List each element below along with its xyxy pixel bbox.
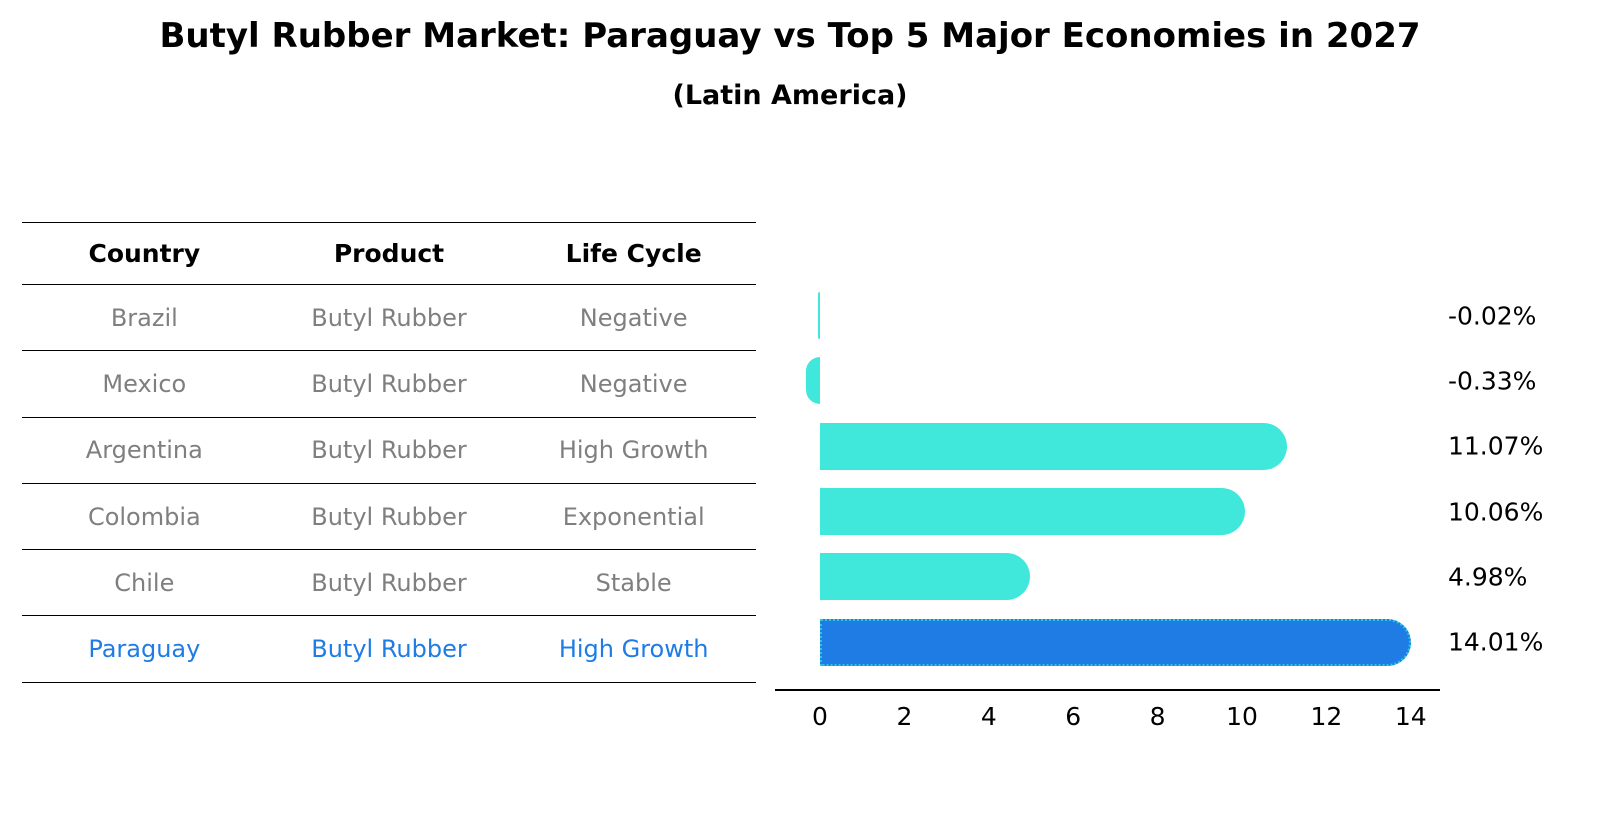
bar-mexico <box>806 357 820 405</box>
x-axis-tick-label: 4 <box>980 702 997 731</box>
bar-brazil <box>818 292 820 340</box>
x-axis-tick-label: 10 <box>1226 702 1258 731</box>
table-row-highlighted: Paraguay Butyl Rubber High Growth <box>22 616 756 683</box>
chart-title: Butyl Rubber Market: Paraguay vs Top 5 M… <box>159 16 1421 56</box>
cell-life-cycle: Negative <box>579 369 688 398</box>
col-header-country: Country <box>88 239 201 268</box>
x-axis-tick-label: 8 <box>1149 702 1166 731</box>
cell-country: Brazil <box>110 303 178 332</box>
col-header-product: Product <box>333 239 445 268</box>
x-axis-tick-label: 12 <box>1310 702 1343 731</box>
bar-chile <box>820 553 1031 601</box>
bar-value-label: 11.07% <box>1448 431 1544 461</box>
cell-life-cycle: High Growth <box>558 635 709 664</box>
table-header-row: Country Product Life Cycle <box>22 223 756 285</box>
table-row: Mexico Butyl Rubber Negative <box>22 351 756 418</box>
table-row: Brazil Butyl Rubber Negative <box>22 285 756 352</box>
bar-value-label: 4.98% <box>1448 562 1528 592</box>
bar-value-label: 10.06% <box>1448 497 1544 527</box>
bar-value-label: -0.02% <box>1448 301 1537 331</box>
table-row: Colombia Butyl Rubber Exponential <box>22 484 756 551</box>
cell-product: Butyl Rubber <box>311 568 467 597</box>
chart-subtitle: (Latin America) <box>672 80 908 111</box>
table-row: Chile Butyl Rubber Stable <box>22 550 756 617</box>
bar-argentina <box>820 422 1288 470</box>
x-axis-line <box>775 689 1440 691</box>
cell-product: Butyl Rubber <box>311 369 467 398</box>
cell-life-cycle: Exponential <box>562 502 705 531</box>
bar-value-label: -0.33% <box>1448 366 1537 396</box>
bar-value-label: 14.01% <box>1448 627 1544 657</box>
cell-product: Butyl Rubber <box>311 436 467 465</box>
cell-country: Argentina <box>85 436 203 465</box>
cell-product: Butyl Rubber <box>311 502 467 531</box>
cell-product: Butyl Rubber <box>311 303 467 332</box>
cell-life-cycle: Negative <box>579 303 688 332</box>
x-axis-tick-label: 6 <box>1065 702 1082 731</box>
bar-colombia <box>820 488 1245 536</box>
cell-country: Paraguay <box>88 635 201 664</box>
data-table: Country Product Life Cycle Brazil Butyl … <box>22 222 756 683</box>
cell-life-cycle: High Growth <box>558 436 709 465</box>
cell-country: Mexico <box>102 369 187 398</box>
x-axis-tick-label: 2 <box>896 702 913 731</box>
col-header-life-cycle: Life Cycle <box>565 239 702 268</box>
table-row: Argentina Butyl Rubber High Growth <box>22 418 756 484</box>
cell-country: Chile <box>114 568 175 597</box>
cell-life-cycle: Stable <box>595 568 672 597</box>
cell-country: Colombia <box>87 502 201 531</box>
cell-product: Butyl Rubber <box>311 635 467 664</box>
x-axis-tick-label: 0 <box>812 702 828 731</box>
x-axis-tick-label: 14 <box>1394 702 1427 731</box>
bar-paraguay <box>820 618 1412 666</box>
